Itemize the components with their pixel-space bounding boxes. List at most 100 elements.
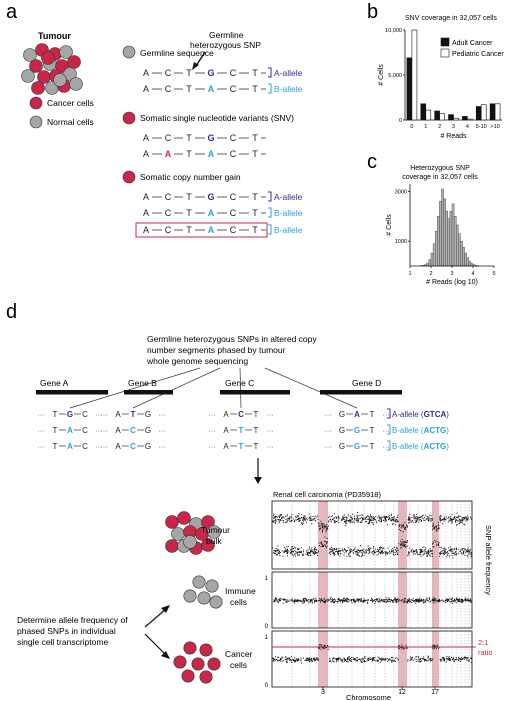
b-bar — [453, 117, 459, 121]
svg-text:···: ··· — [325, 444, 332, 451]
gene-bar — [36, 390, 108, 395]
c-bar — [435, 231, 438, 267]
seq-base: A — [143, 225, 149, 235]
immune-cell — [192, 575, 206, 589]
immune-cells-label-1: Immune — [225, 586, 256, 596]
b-bar — [420, 103, 427, 121]
cng-seq-a: A C T G C T A-allele — [143, 191, 303, 202]
seq-base: C — [230, 225, 237, 235]
b-x-tick: 5-10 — [476, 124, 487, 130]
svg-text:···: ··· — [101, 412, 108, 419]
b-x-tick: 2 — [438, 124, 441, 130]
allele-label: A-allele — [274, 68, 303, 78]
seq-base: T — [186, 133, 192, 143]
gene-base: C — [130, 442, 136, 451]
svg-text:···: ··· — [38, 428, 45, 435]
svg-text:···: ··· — [209, 412, 216, 419]
cancer-cell — [191, 657, 205, 671]
gene-base: G — [145, 426, 151, 435]
bulk-cell — [201, 515, 215, 529]
bulk-cell — [171, 527, 185, 541]
gene-base: A — [223, 442, 229, 451]
gene-base: A — [115, 426, 121, 435]
b-bar — [425, 109, 432, 121]
c-x-tick: 2 — [429, 271, 432, 277]
c-bar — [430, 252, 434, 267]
c-bar — [439, 201, 442, 267]
gene-base: C — [82, 410, 88, 419]
tumour-cell — [67, 55, 81, 69]
b-x-tick: >10 — [490, 124, 499, 130]
gene-base: A — [115, 410, 121, 419]
gene-label: Gene A — [40, 378, 69, 388]
seq-base: G — [207, 192, 214, 202]
c-bar — [445, 211, 449, 267]
svg-text:···: ··· — [101, 444, 108, 451]
normal-cell-legend-icon — [29, 115, 43, 129]
c-bar — [447, 218, 451, 267]
determine-line-2: phased SNPs in individual — [17, 626, 116, 636]
cng-cancer-cell-icon — [122, 170, 136, 184]
seq-base: A — [143, 192, 149, 202]
b-bar — [439, 113, 445, 121]
arrowhead-immune — [161, 605, 170, 613]
seq-base: G — [207, 68, 214, 78]
cnv-highlight — [398, 631, 407, 687]
svg-text:···: ··· — [159, 444, 166, 451]
allele-bracket — [268, 191, 272, 202]
gene-bar — [320, 390, 402, 395]
gene-sequences: Gene A··· T G C ······ T A C ······ T A C ···Gene B·… — [36, 378, 402, 451]
seq-base: T — [252, 192, 258, 202]
gene-base: A — [67, 442, 73, 451]
seq-base: C — [230, 68, 237, 78]
tumour-bulk-label-2: bulk — [206, 536, 222, 546]
seq-base: A — [165, 149, 172, 159]
cancer-cell — [183, 641, 197, 655]
b-y-tick: 0 — [399, 118, 402, 124]
germline-snp-arrowhead — [192, 62, 199, 70]
cancer-cells-label-1: Cancer — [225, 649, 253, 659]
cnv-highlight — [318, 501, 328, 569]
seq-base: T — [186, 208, 192, 218]
legend-cancer-cells: Cancer cells — [47, 98, 94, 108]
svg-text:···: ··· — [325, 428, 332, 435]
ratio-label-1: 2:1 — [478, 638, 488, 647]
tumour-cell-cluster — [21, 43, 83, 95]
tumour-cell — [63, 67, 77, 81]
d-header-line-1: Germline heterozygous SNPs in altered co… — [147, 334, 317, 344]
gene-base: G — [339, 410, 345, 419]
svg-text:···: ··· — [325, 412, 332, 419]
c-x-tick: 3 — [450, 271, 453, 277]
seq-base: T — [186, 149, 192, 159]
svg-text:···: ··· — [383, 428, 390, 435]
determine-line-3: single cell transcriptome — [17, 637, 108, 647]
gene-base: G — [339, 426, 345, 435]
snp-pointer-lines — [69, 367, 358, 409]
seq-base: C — [230, 133, 237, 143]
c-bar — [449, 211, 453, 267]
seq-base: T — [252, 84, 258, 94]
gene-bar — [124, 390, 173, 395]
gene-base: C — [238, 410, 244, 419]
gene-base: G — [354, 442, 360, 451]
germline-sequence-title: Germline sequence — [140, 48, 214, 58]
d-header-line-3: whole genome sequencing — [146, 356, 248, 366]
gene-base: T — [370, 410, 375, 419]
snv-coverage-chart: 10,000 5,000 0 # Cells 0 1 2 3 4 5-10 >10 # Reads Ad… — [378, 28, 504, 140]
panel-b-letter: b — [367, 1, 378, 23]
c-bar — [426, 262, 430, 267]
panel-d-letter: d — [6, 301, 17, 323]
seq-base: C — [230, 208, 237, 218]
tumour-cell — [23, 48, 37, 62]
bulk-cell — [165, 539, 179, 553]
seq-base: A — [143, 149, 149, 159]
bulk-cell — [183, 535, 197, 549]
rcc-title: Renal cell carcinoma (PD35918) — [273, 490, 381, 499]
b-bar — [467, 118, 473, 121]
panel-c-title-1: Heterozygous SNP — [410, 165, 470, 172]
immune-cell — [209, 595, 223, 609]
b-bar — [489, 103, 496, 121]
c-bar — [456, 224, 459, 267]
